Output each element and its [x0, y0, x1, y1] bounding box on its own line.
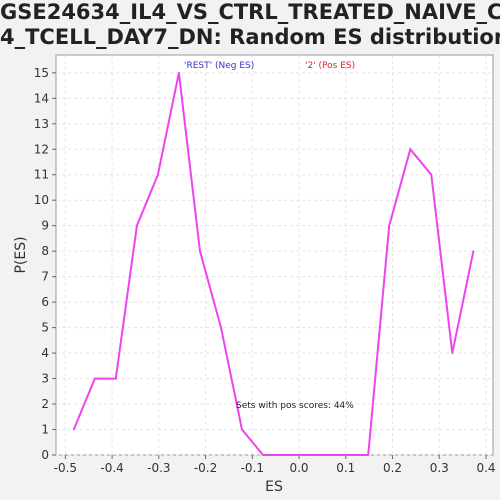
- y-tick-label: 4: [41, 346, 49, 360]
- data-point: [409, 148, 412, 151]
- y-tick-label: 7: [41, 270, 49, 284]
- data-point: [325, 454, 328, 456]
- y-tick-label: 9: [41, 219, 49, 233]
- y-tick-label: 0: [41, 448, 49, 462]
- series-layer: [72, 71, 475, 456]
- data-point: [262, 454, 264, 456]
- y-tick-label: 12: [34, 142, 49, 156]
- y-axis-label: P(ES): [13, 236, 29, 273]
- x-tick-label: -0.4: [100, 461, 123, 475]
- grid-lines: [56, 55, 493, 456]
- x-tick-label: 0.0: [289, 461, 308, 475]
- data-point: [388, 224, 391, 227]
- data-point: [451, 352, 454, 354]
- x-tick-label: 0.2: [383, 461, 402, 475]
- data-point: [283, 454, 285, 456]
- y-tick-label: 6: [41, 295, 49, 309]
- data-point: [135, 224, 138, 227]
- y-tick-label: 2: [41, 397, 49, 411]
- x-tick-label: -0.3: [147, 461, 170, 475]
- y-tick-label: 8: [41, 244, 49, 258]
- y-tick-label: 13: [34, 117, 49, 131]
- data-point: [220, 326, 222, 329]
- x-tick-label: -0.1: [241, 461, 264, 475]
- data-point: [93, 377, 96, 380]
- pos-scores-annotation: Sets with pos scores: 44%: [236, 401, 354, 411]
- data-point: [199, 250, 201, 253]
- y-tick-label: 15: [34, 66, 49, 80]
- x-axis-label: ES: [265, 479, 283, 495]
- legend-neg-es: 'REST' (Neg ES): [184, 61, 254, 71]
- x-axis-ticks: -0.5 -0.4 -0.3 -0.2 -0.1 0.0 0.1 0.2 0.3 0.4: [54, 455, 496, 475]
- y-tick-label: 1: [41, 423, 49, 437]
- chart-title: GSE24634_IL4_VS_CTRL_TREATED_NAIVE_CD 4_…: [0, 0, 500, 50]
- data-point: [346, 454, 349, 456]
- x-tick-label: -0.2: [194, 461, 217, 475]
- x-tick-label: 0.4: [476, 461, 495, 475]
- data-point: [472, 250, 475, 253]
- chart-title-line2: 4_TCELL_DAY7_DN: Random ES distribution: [0, 25, 500, 49]
- x-tick-label: 0.3: [430, 461, 449, 475]
- data-point: [114, 377, 117, 380]
- y-tick-label: 5: [41, 321, 49, 335]
- chart-title-line1: GSE24634_IL4_VS_CTRL_TREATED_NAIVE_CD: [0, 0, 500, 24]
- plot-area: [55, 54, 494, 456]
- y-tick-label: 11: [34, 168, 49, 182]
- data-point: [178, 71, 180, 74]
- x-tick-label: 0.1: [336, 461, 355, 475]
- y-tick-label: 3: [41, 372, 49, 386]
- data-point: [72, 428, 75, 431]
- data-point: [241, 428, 243, 431]
- data-point: [304, 454, 307, 456]
- x-tick-label: -0.5: [54, 461, 77, 475]
- y-tick-label: 10: [34, 193, 49, 207]
- legend-pos-es: '2' (Pos ES): [305, 61, 355, 71]
- data-point: [430, 173, 433, 176]
- y-tick-label: 14: [34, 91, 49, 105]
- es-distribution-line: [72, 72, 475, 456]
- data-point: [156, 173, 159, 176]
- data-point: [367, 454, 370, 456]
